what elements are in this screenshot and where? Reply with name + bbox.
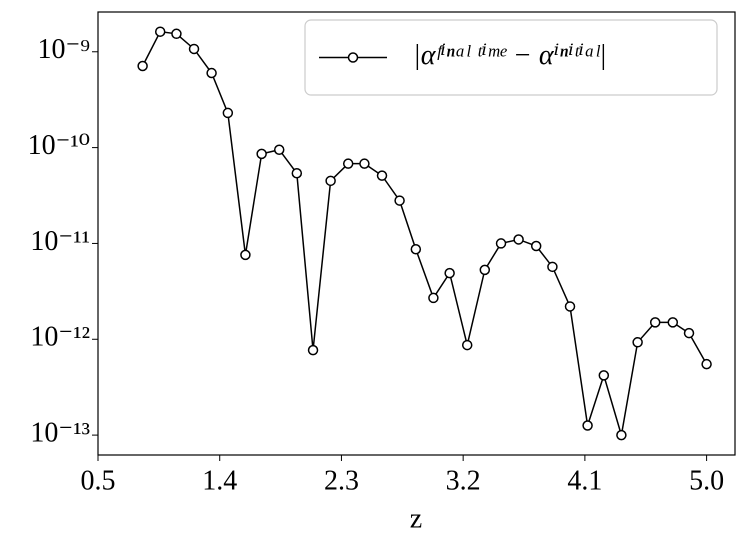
data-point bbox=[598, 370, 610, 381]
x-tick-label: 4.1 bbox=[567, 465, 602, 496]
y-tick-label: 10⁻¹¹ bbox=[30, 226, 90, 257]
legend-marker bbox=[347, 52, 359, 63]
data-point bbox=[564, 301, 576, 312]
data-point bbox=[188, 43, 200, 55]
data-point bbox=[240, 249, 251, 261]
data-point bbox=[530, 240, 542, 252]
data-point bbox=[701, 358, 712, 370]
y-tick-label: 10⁻¹³ bbox=[30, 418, 90, 449]
data-point bbox=[325, 175, 336, 187]
legend-box bbox=[304, 19, 718, 96]
x-tick-label: 2.3 bbox=[324, 465, 359, 496]
data-point bbox=[137, 60, 148, 72]
x-tick-label: 1.4 bbox=[202, 465, 237, 496]
data-point bbox=[410, 243, 422, 255]
data-point bbox=[171, 28, 182, 40]
data-point bbox=[582, 420, 593, 431]
data-point bbox=[307, 344, 319, 356]
data-point bbox=[342, 158, 354, 169]
data-point bbox=[479, 264, 491, 276]
data-point bbox=[513, 234, 524, 245]
y-tick-label: 10⁻¹² bbox=[30, 322, 90, 353]
data-point bbox=[667, 317, 679, 328]
data-point bbox=[206, 67, 217, 79]
x-tick-label: 5.0 bbox=[689, 465, 724, 496]
data-point bbox=[683, 327, 695, 339]
y-tick-label: 10⁻⁹ bbox=[37, 34, 90, 65]
data-point bbox=[649, 317, 661, 328]
data-point bbox=[376, 170, 388, 181]
data-point bbox=[291, 167, 303, 179]
x-tick-label: 0.5 bbox=[81, 465, 116, 496]
data-point bbox=[256, 148, 267, 160]
data-point bbox=[359, 158, 370, 169]
axes-frame bbox=[97, 11, 736, 456]
data-point bbox=[461, 339, 473, 351]
x-axis-label: z bbox=[410, 503, 422, 534]
data-point bbox=[444, 267, 455, 279]
data-point bbox=[632, 337, 643, 348]
legend-label: |αᶠⁱⁿᵃˡ ᵗⁱᵐᵉ − αⁱⁿⁱᵗⁱᵃˡ| bbox=[413, 40, 607, 71]
series-line bbox=[141, 30, 708, 436]
data-point bbox=[154, 26, 166, 37]
data-point bbox=[616, 429, 627, 441]
data-point bbox=[273, 144, 285, 155]
data-point bbox=[495, 238, 507, 249]
data-point bbox=[428, 292, 439, 304]
y-tick-label: 10⁻¹⁰ bbox=[28, 130, 90, 161]
data-point bbox=[394, 195, 405, 206]
data-point bbox=[222, 107, 234, 119]
data-point bbox=[547, 261, 558, 273]
x-tick-label: 3.2 bbox=[446, 465, 481, 496]
